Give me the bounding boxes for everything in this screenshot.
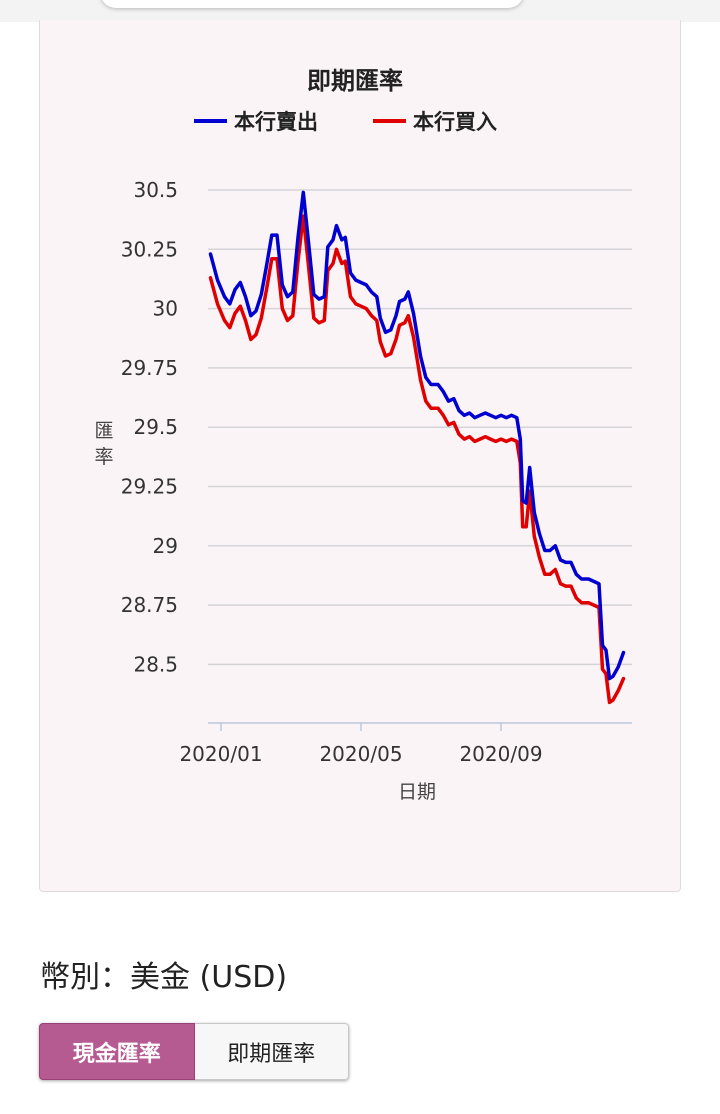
y-tick-label: 28.75 [121, 593, 178, 617]
y-axis-label: 匯率 [94, 420, 113, 468]
top-search-pill[interactable] [100, 0, 524, 8]
rate-type-tabs: 現金匯率 即期匯率 [39, 1023, 349, 1080]
chart-legend: 本行賣出 本行買入 [194, 110, 497, 134]
chart-title: 即期匯率 [307, 67, 403, 95]
tab-spot-rate[interactable]: 即期匯率 [194, 1023, 349, 1080]
y-axis-label-char: 率 [94, 446, 113, 468]
currency-label: 幣別：美金 (USD) [40, 960, 288, 995]
chart-grid [208, 189, 632, 666]
tab-cash-rate[interactable]: 現金匯率 [39, 1023, 195, 1080]
chart-series [208, 190, 626, 705]
x-tick-label: 2020/05 [319, 742, 402, 766]
y-axis-ticks: 30.5 30.25 30 29.75 29.5 29.25 29 28.75 28.5 [121, 178, 178, 676]
x-tick-label: 2020/01 [179, 742, 262, 766]
series-line-buy [208, 214, 626, 705]
y-tick-label: 29.5 [133, 415, 178, 439]
x-tick-label: 2020/09 [459, 742, 542, 766]
chart-card: 即期匯率 本行賣出 本行買入 30.5 30.25 30 29.75 29.5 29.25… [39, 20, 681, 892]
y-tick-label: 28.5 [133, 652, 178, 676]
y-tick-label: 29 [153, 534, 178, 558]
x-axis: 2020/01 2020/05 2020/09 [179, 722, 632, 766]
series-line-sell [208, 190, 626, 681]
y-tick-label: 30.5 [133, 178, 178, 202]
y-tick-label: 30.25 [121, 237, 178, 261]
y-axis-label-char: 匯 [94, 420, 113, 442]
legend-label-sell: 本行賣出 [234, 110, 318, 134]
y-tick-label: 30 [153, 297, 178, 321]
x-axis-label: 日期 [398, 781, 436, 803]
exchange-rate-chart: 即期匯率 本行賣出 本行買入 30.5 30.25 30 29.75 29.5 29.25… [94, 67, 632, 803]
y-tick-label: 29.25 [121, 475, 178, 499]
legend-label-buy: 本行買入 [413, 110, 497, 134]
y-tick-label: 29.75 [121, 356, 178, 380]
